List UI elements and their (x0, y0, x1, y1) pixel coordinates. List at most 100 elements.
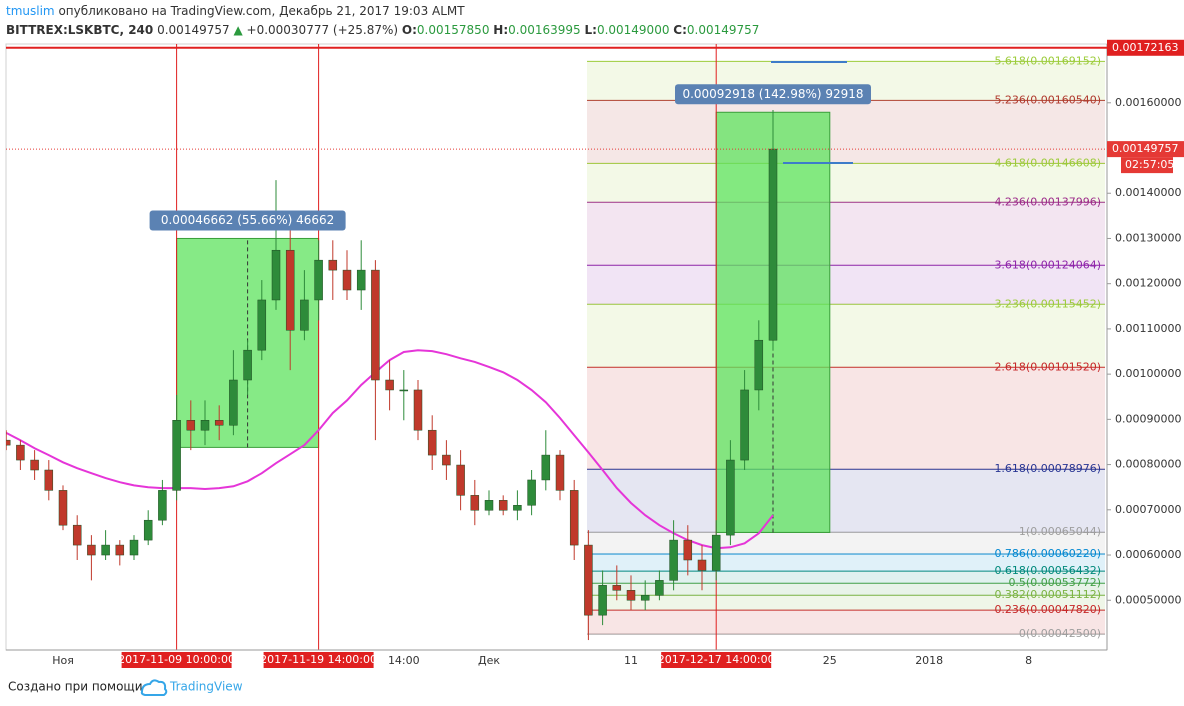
candle-body (655, 580, 664, 596)
x-label-bg (121, 652, 232, 668)
candle-body (285, 249, 295, 331)
candle-body (214, 420, 224, 426)
fib-label: 3.618(0.00124064) (994, 258, 1101, 271)
fib-label: 0.236(0.00047820) (994, 603, 1101, 616)
y-tick-label: 0.00100000 (1115, 367, 1181, 380)
fib-label: 0.618(0.00056432) (994, 564, 1101, 577)
candle-body (740, 389, 749, 461)
moving-average (6, 349, 774, 550)
candle-body (513, 505, 522, 511)
x-tick-label: 25 (823, 654, 837, 667)
candle-body (6, 439, 11, 446)
candle-body (271, 249, 281, 301)
x-label-bg (263, 652, 374, 668)
candle-body (498, 500, 508, 511)
candle-body (300, 299, 309, 331)
fib-label: 5.618(0.00169152) (994, 54, 1101, 67)
candle-body (229, 379, 238, 426)
high-label: H: (493, 23, 509, 37)
candle-body (697, 559, 707, 571)
x-tick-label: 8 (1025, 654, 1032, 667)
fib-band (587, 610, 1105, 635)
candle-body (711, 534, 721, 571)
candle-body (399, 389, 409, 392)
x-tick-label: 14:00 (388, 654, 420, 667)
fib-band (587, 265, 1105, 305)
candle-body (442, 454, 451, 466)
y-tick-label: 0.00090000 (1115, 412, 1181, 425)
fib-band (587, 304, 1105, 368)
candle-body (427, 429, 437, 456)
header: tmuslim опубликовано на TradingView.com,… (6, 2, 759, 40)
high-label-bg (1107, 39, 1184, 56)
open-label: O: (401, 23, 417, 37)
measure-label-bg (149, 210, 346, 231)
plot-area: 0(0.00042500) 0.236(0.00047820) 0.382(0.00… (6, 44, 1105, 650)
fib-band (587, 163, 1105, 203)
candle-body (186, 420, 196, 431)
x-tick-label: 2017-11-09 10:00:00 (118, 653, 235, 666)
fib-label: 1(0.00065044) (1019, 525, 1101, 538)
fib-band (587, 469, 1105, 533)
candle-body (44, 469, 54, 491)
candle-body (768, 148, 778, 341)
y-tick-label: 0.00160000 (1115, 96, 1181, 109)
fib-label: 1.618(0.00078976) (994, 462, 1101, 475)
fib-band (587, 100, 1105, 164)
candle-body (115, 544, 125, 556)
candle-body (200, 420, 210, 431)
fib-label: 3.236(0.00115452) (994, 297, 1101, 310)
y-tick-label: 0.00060000 (1115, 548, 1181, 561)
candle-body (541, 454, 551, 481)
candle-body (584, 544, 593, 616)
header-line: BITTREX:LSKBTC, 240 0.00149757 ▲ +0.0003… (6, 21, 759, 40)
candle-body (143, 519, 153, 541)
candle-body (158, 490, 167, 521)
y-tick-label: 0.00080000 (1115, 458, 1181, 471)
y-tick-label: 0.00070000 (1115, 503, 1181, 516)
fib-label: 0.382(0.00051112) (994, 588, 1101, 601)
candle-body (72, 524, 82, 546)
measure-label-bg (675, 84, 871, 105)
candle-body (527, 479, 536, 506)
candle-body (328, 259, 338, 271)
footer-brand[interactable]: TradingView (169, 680, 243, 694)
candle-body (342, 269, 352, 291)
candle-body (640, 595, 650, 601)
y-tick-label: 0.00130000 (1115, 231, 1181, 244)
candle-body (101, 544, 110, 556)
high-label: 0.00172163 (1112, 41, 1178, 54)
measure-label: 0.00092918 (142.98%) 92918 (682, 87, 863, 101)
timer: 02:57:05 (1125, 158, 1174, 171)
y-tick-label: 0.00140000 (1115, 186, 1181, 199)
header-line: tmuslim опубликовано на TradingView.com,… (6, 2, 759, 21)
last: 0.00149757 (157, 23, 230, 37)
change: +0.00030777 (+25.87%) (246, 23, 399, 37)
y-tick-label: 0.00050000 (1115, 593, 1181, 606)
logo (140, 679, 168, 696)
candle-body (470, 495, 480, 511)
candle-body (243, 349, 252, 381)
candle-body (16, 444, 25, 461)
published: опубликовано на TradingView.com, Декабрь… (58, 4, 465, 18)
author[interactable]: tmuslim (6, 4, 55, 18)
candle-body (413, 389, 423, 431)
y-tick-label: 0.00120000 (1115, 277, 1181, 290)
fib-band (587, 202, 1105, 266)
x-tick-label: 11 (624, 654, 638, 667)
fib-label: 4.236(0.00137996) (994, 195, 1101, 208)
candle-body (598, 585, 607, 616)
candle-body (555, 454, 565, 491)
candle-body (484, 500, 494, 511)
candle-body (371, 269, 380, 381)
timer-bg (1121, 157, 1173, 174)
fib-label: 0.786(0.00060220) (994, 547, 1101, 560)
low-label: L: (584, 23, 597, 37)
fib-label: 2.618(0.00101520) (994, 360, 1101, 373)
candle-body (30, 459, 39, 471)
fib-label: 4.618(0.00146608) (994, 156, 1101, 169)
candle-body (669, 539, 678, 581)
fib-label: 5.236(0.00160540) (994, 93, 1101, 106)
fib-band (587, 367, 1105, 470)
